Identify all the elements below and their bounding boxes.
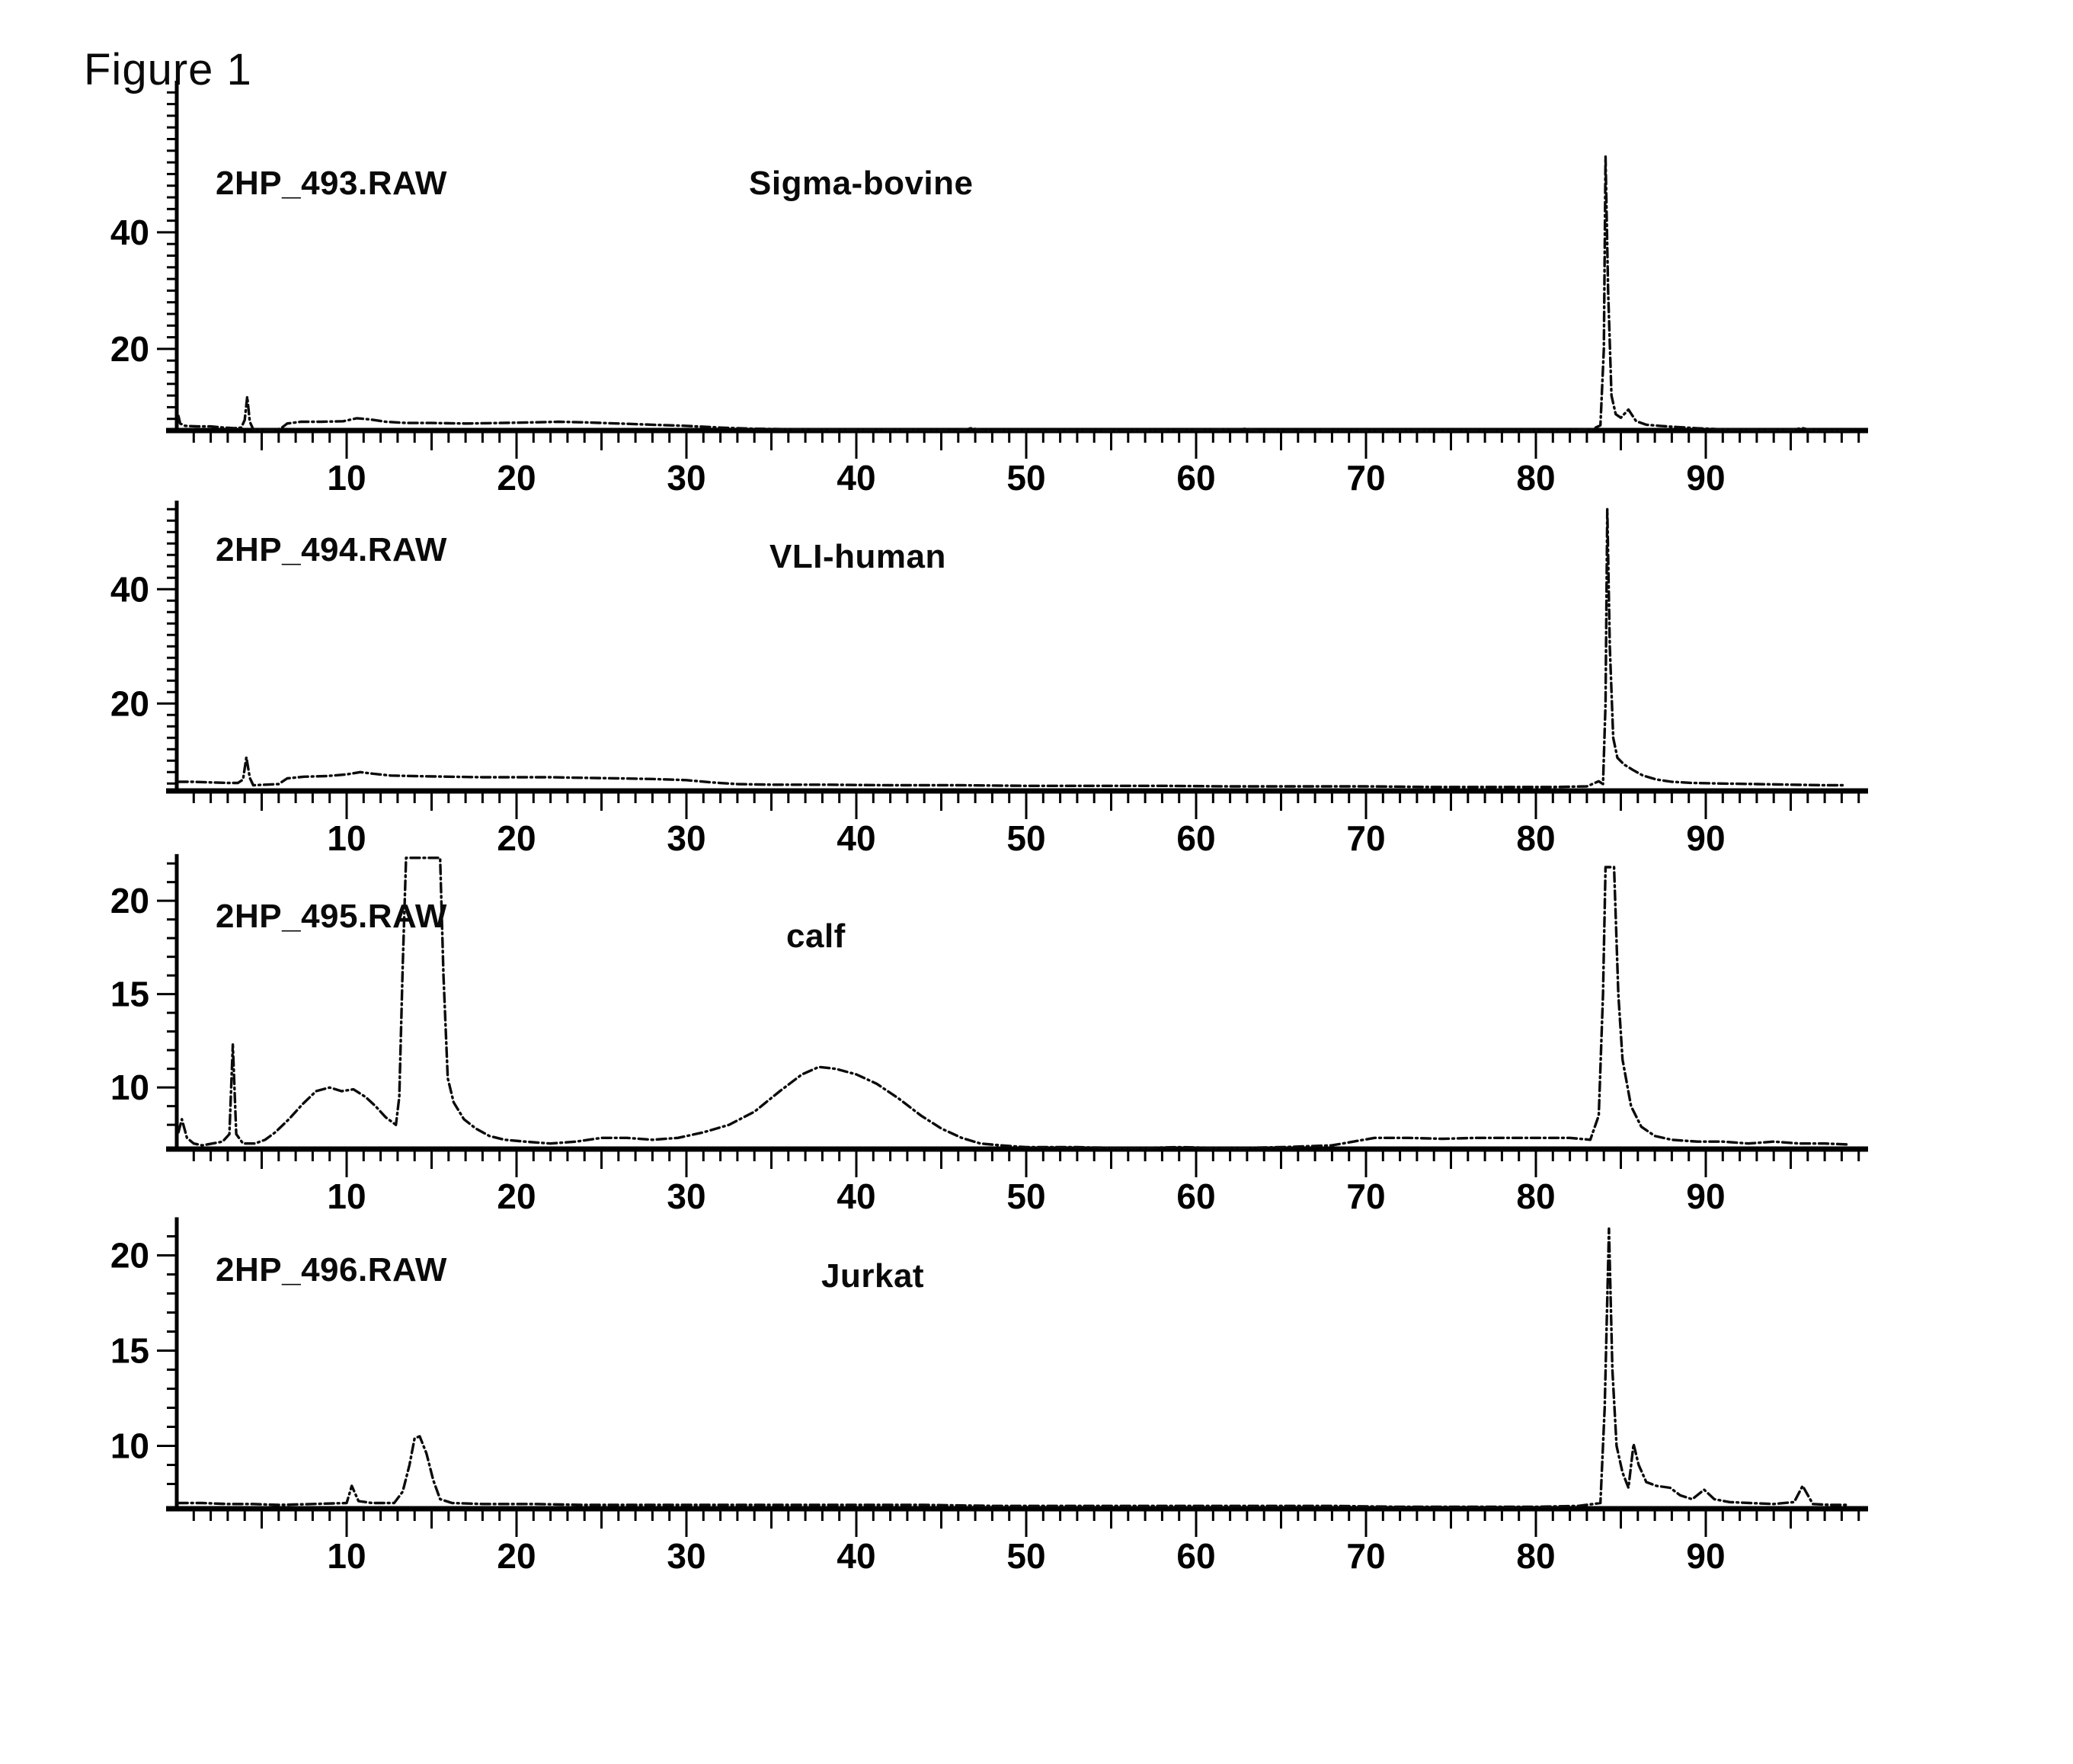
y-tick-label: 20: [110, 684, 149, 723]
y-tick-label: 40: [110, 213, 149, 252]
x-tick-label: 60: [1176, 1177, 1215, 1216]
y-tick-label: 20: [110, 881, 149, 920]
x-tick-label: 30: [667, 818, 705, 858]
figure-title: Figure 1: [84, 45, 252, 94]
y-ticks: 10 15 20: [110, 1235, 177, 1485]
x-tick-label: 50: [1006, 818, 1045, 858]
x-tick-label: 20: [497, 1536, 536, 1576]
panel-2-sample-label: VLI-human: [769, 538, 946, 575]
x-tick-label: 90: [1686, 1536, 1725, 1576]
x-tick-label: 30: [667, 1177, 705, 1216]
panel-1-sample-label: Sigma-bovine: [749, 165, 974, 202]
y-tick-label: 40: [110, 569, 149, 609]
x-tick-label: 90: [1686, 1177, 1725, 1216]
y-tick-label: 15: [110, 1331, 149, 1371]
x-tick-label: 70: [1346, 1536, 1385, 1576]
x-tick-label: 10: [327, 818, 366, 858]
x-ticks: 10 20 30 40 50 60 70 80 90: [192, 433, 1860, 498]
y-tick-label: 10: [110, 1426, 149, 1466]
x-tick-label: 90: [1686, 818, 1725, 858]
y-tick-label: 15: [110, 975, 149, 1014]
x-tick-label: 10: [327, 1177, 366, 1216]
x-tick-label: 60: [1176, 1536, 1215, 1576]
panel-3: 10 20 30 40 50 60 70 80 90 10 15 20: [110, 853, 1868, 1216]
x-tick-label: 50: [1006, 458, 1045, 498]
x-tick-label: 70: [1346, 1177, 1385, 1216]
trace-jurkat: [177, 1227, 1848, 1509]
x-ticks: 10 20 30 40 50 60 70 80 90: [192, 793, 1860, 858]
x-tick-label: 40: [837, 458, 875, 498]
x-tick-label: 20: [497, 818, 536, 858]
x-tick-label: 80: [1516, 458, 1555, 498]
x-tick-label: 40: [837, 1177, 875, 1216]
y-tick-label: 10: [110, 1068, 149, 1107]
x-tick-label: 30: [667, 1536, 705, 1576]
x-ticks: 10 20 30 40 50 60 70 80 90: [192, 1151, 1860, 1216]
x-tick-label: 90: [1686, 458, 1725, 498]
x-tick-label: 60: [1176, 818, 1215, 858]
trace-vli-human: [177, 507, 1847, 789]
panel-2-file-label: 2HP_494.RAW: [216, 531, 447, 568]
x-tick-label: 60: [1176, 458, 1215, 498]
x-ticks: 10 20 30 40 50 60 70 80 90: [192, 1511, 1860, 1576]
y-tick-label: 20: [110, 1236, 149, 1276]
panel-4-sample-label: Jurkat: [821, 1257, 925, 1295]
x-tick-label: 50: [1006, 1536, 1045, 1576]
panel-4-file-label: 2HP_496.RAW: [216, 1251, 447, 1289]
x-tick-label: 20: [497, 1177, 536, 1216]
x-tick-label: 80: [1516, 1536, 1555, 1576]
panel-1-file-label: 2HP_493.RAW: [216, 165, 447, 202]
x-tick-label: 80: [1516, 818, 1555, 858]
x-tick-label: 10: [327, 1536, 366, 1576]
x-tick-label: 20: [497, 458, 536, 498]
x-tick-label: 50: [1006, 1177, 1045, 1216]
x-tick-label: 40: [837, 818, 875, 858]
panel-3-file-label: 2HP_495.RAW: [216, 898, 447, 935]
panel-3-sample-label: calf: [786, 917, 846, 955]
y-ticks: 10 15 20: [110, 862, 177, 1126]
x-tick-label: 30: [667, 458, 705, 498]
y-tick-label: 20: [110, 329, 149, 369]
x-tick-label: 10: [327, 458, 366, 498]
trace-sigma-bovine: [177, 155, 1854, 432]
panel-4: 10 20 30 40 50 60 70 80 90 10 15 20: [110, 1217, 1868, 1576]
x-tick-label: 70: [1346, 458, 1385, 498]
x-tick-label: 70: [1346, 818, 1385, 858]
x-tick-label: 80: [1516, 1177, 1555, 1216]
x-tick-label: 40: [837, 1536, 875, 1576]
